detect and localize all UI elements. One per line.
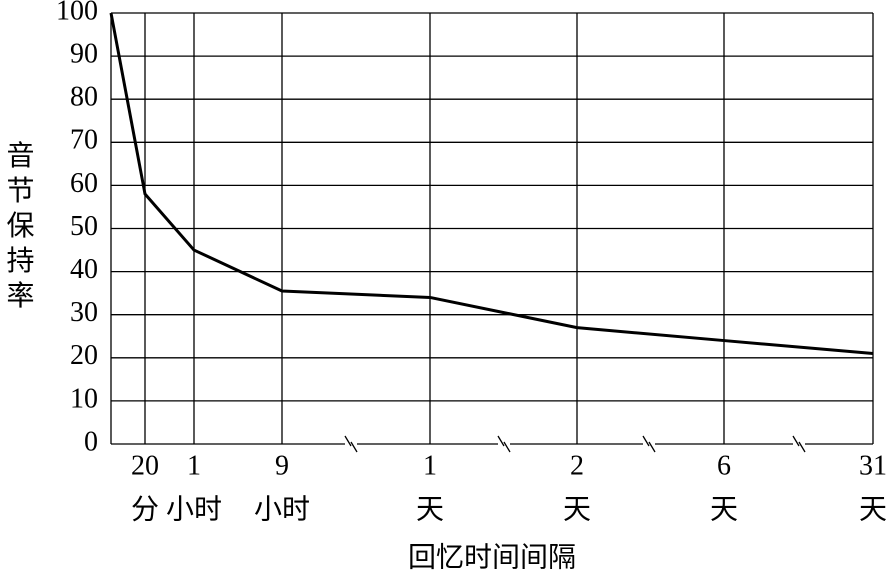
- x-tick-unit: 分: [131, 494, 159, 525]
- x-tick-label: 2: [570, 450, 584, 481]
- x-tick-label: 1: [423, 450, 437, 481]
- x-tick-unit: 天: [710, 494, 738, 525]
- axis-break-gap: [345, 441, 357, 447]
- x-tick-unit: 天: [416, 494, 444, 525]
- x-tick-label: 20: [131, 450, 159, 481]
- data-line: [109, 12, 874, 355]
- y-tick-label: 30: [70, 297, 98, 328]
- y-tick-label: 100: [56, 0, 98, 26]
- y-tick-label: 0: [84, 426, 98, 457]
- axis-break: [497, 435, 511, 453]
- y-tick-label: 80: [70, 82, 98, 113]
- x-tick-label: 1: [187, 450, 201, 481]
- x-tick-unit: 天: [859, 494, 887, 525]
- axis-break-gap: [498, 441, 510, 447]
- y-tick-label: 50: [70, 211, 98, 242]
- x-tick-unit: 小时: [166, 493, 222, 525]
- x-tick-unit: 小时: [254, 493, 310, 525]
- x-axis-label: 回忆时间间隔: [408, 541, 576, 573]
- x-tick-unit: 天: [563, 494, 591, 525]
- y-tick-label: 60: [70, 168, 98, 199]
- y-axis-label: 音节保持率: [3, 140, 35, 315]
- y-tick-label: 40: [70, 254, 98, 285]
- axis-break-gap: [793, 441, 805, 447]
- axis-break: [642, 435, 656, 453]
- axis-break: [344, 435, 358, 453]
- y-tick-label: 70: [70, 125, 98, 156]
- x-tick-label: 9: [275, 450, 289, 481]
- axis-break: [792, 435, 806, 453]
- x-tick-label: 6: [717, 450, 731, 481]
- y-tick-label: 20: [70, 340, 98, 371]
- axis-break-gap: [643, 441, 655, 447]
- y-tick-label: 90: [70, 39, 98, 70]
- x-tick-label: 31: [859, 450, 887, 481]
- y-tick-label: 10: [70, 383, 98, 414]
